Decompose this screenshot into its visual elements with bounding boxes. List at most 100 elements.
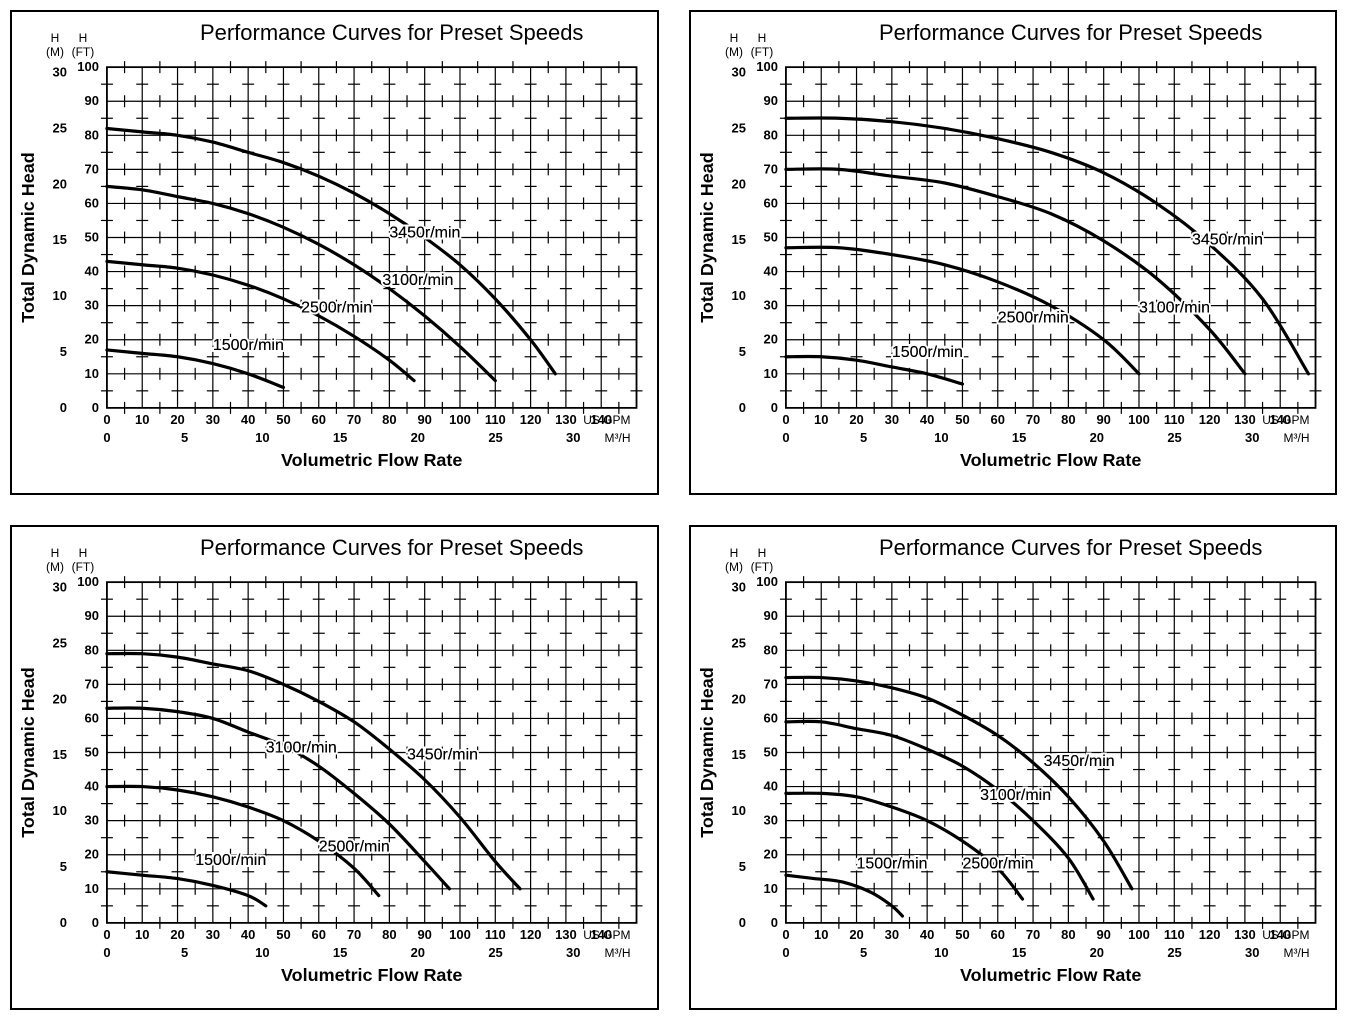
x-tick-gpm: 10 xyxy=(814,927,828,942)
x-tick-m3h: 20 xyxy=(411,945,425,960)
y-tick-ft: 70 xyxy=(84,676,98,691)
y-tick-m: 5 xyxy=(738,344,745,359)
panel-top-left: Performance Curves for Preset SpeedsHH(M… xyxy=(10,10,659,495)
series-label: 3100r/min xyxy=(382,272,453,289)
x-tick-gpm: 80 xyxy=(1061,412,1075,427)
y-tick-m: 5 xyxy=(738,859,745,874)
y-tick-ft: 20 xyxy=(84,332,98,347)
x-tick-gpm: 90 xyxy=(1096,412,1110,427)
x-unit-m3h-label: M³/H xyxy=(1283,431,1309,445)
y-tick-m: 0 xyxy=(738,915,745,930)
x-tick-gpm: 20 xyxy=(170,927,184,942)
y-tick-ft: 10 xyxy=(84,881,98,896)
x-tick-m3h: 0 xyxy=(103,430,110,445)
y-tick-ft: 0 xyxy=(92,400,99,415)
y-sub-m: (M) xyxy=(46,560,64,574)
x-tick-m3h: 10 xyxy=(934,945,948,960)
series-label: 1500r/min xyxy=(195,852,266,869)
y-tick-m: 30 xyxy=(53,580,67,595)
y-tick-ft: 60 xyxy=(84,710,98,725)
x-tick-m3h: 30 xyxy=(1245,945,1259,960)
x-tick-gpm: 30 xyxy=(884,927,898,942)
x-axis-label: Volumetric Flow Rate xyxy=(960,965,1141,985)
y-tick-ft: 80 xyxy=(763,127,777,142)
x-tick-gpm: 80 xyxy=(1061,927,1075,942)
y-tick-ft: 50 xyxy=(84,230,98,245)
x-tick-m3h: 15 xyxy=(333,945,347,960)
x-tick-gpm: 30 xyxy=(884,412,898,427)
curve-3450 xyxy=(785,677,1131,889)
x-tick-m3h: 15 xyxy=(333,430,347,445)
x-tick-m3h: 30 xyxy=(1245,430,1259,445)
panel-bottom-right: Performance Curves for Preset SpeedsHH(M… xyxy=(689,525,1338,1010)
x-tick-gpm: 60 xyxy=(990,927,1004,942)
x-tick-gpm: 0 xyxy=(103,927,110,942)
y-tick-m: 30 xyxy=(731,65,745,80)
x-tick-gpm: 120 xyxy=(520,927,542,942)
panel-bottom-left: Performance Curves for Preset SpeedsHH(M… xyxy=(10,525,659,1010)
x-tick-m3h: 5 xyxy=(860,430,867,445)
x-tick-gpm: 100 xyxy=(449,412,471,427)
x-tick-gpm: 110 xyxy=(1163,412,1184,427)
x-tick-gpm: 60 xyxy=(312,927,326,942)
y-tick-ft: 30 xyxy=(763,298,777,313)
x-tick-gpm: 30 xyxy=(206,927,220,942)
series-label: 3100r/min xyxy=(266,740,337,757)
x-tick-gpm: 100 xyxy=(1128,412,1150,427)
x-tick-gpm: 60 xyxy=(312,412,326,427)
x-tick-m3h: 0 xyxy=(103,945,110,960)
series-label: 1500r/min xyxy=(213,337,284,354)
y-tick-ft: 50 xyxy=(763,745,777,760)
chart-title: Performance Curves for Preset Speeds xyxy=(879,20,1262,45)
y-tick-ft: 0 xyxy=(770,400,777,415)
y-tick-m: 25 xyxy=(731,120,745,135)
y-tick-ft: 40 xyxy=(84,779,98,794)
x-tick-gpm: 70 xyxy=(347,927,361,942)
y-axis-label: Total Dynamic Head xyxy=(696,152,716,322)
x-tick-m3h: 20 xyxy=(411,430,425,445)
y-tick-ft: 0 xyxy=(770,915,777,930)
y-tick-m: 20 xyxy=(731,176,745,191)
series-label: 3100r/min xyxy=(1138,299,1209,316)
series-label: 3100r/min xyxy=(980,787,1051,804)
y-tick-ft: 30 xyxy=(84,298,98,313)
x-tick-gpm: 130 xyxy=(555,412,577,427)
y-axis-label: Total Dynamic Head xyxy=(18,152,38,322)
x-tick-m3h: 25 xyxy=(1167,430,1181,445)
x-tick-gpm: 10 xyxy=(135,927,149,942)
x-tick-gpm: 130 xyxy=(555,927,577,942)
y-header-m: H xyxy=(729,31,738,45)
x-unit-gpm-label: US GPM xyxy=(583,928,630,942)
x-tick-m3h: 0 xyxy=(782,945,789,960)
y-tick-m: 0 xyxy=(738,400,745,415)
x-tick-gpm: 40 xyxy=(241,412,255,427)
x-tick-gpm: 30 xyxy=(206,412,220,427)
x-tick-gpm: 0 xyxy=(782,927,789,942)
x-unit-gpm-label: US GPM xyxy=(583,413,630,427)
y-tick-m: 15 xyxy=(731,232,745,247)
x-unit-gpm-label: US GPM xyxy=(1262,413,1309,427)
curve-3450 xyxy=(107,653,520,888)
x-unit-m3h-label: M³/H xyxy=(605,946,631,960)
y-tick-ft: 20 xyxy=(763,332,777,347)
y-tick-m: 20 xyxy=(731,691,745,706)
x-tick-gpm: 90 xyxy=(417,927,431,942)
x-unit-gpm-label: US GPM xyxy=(1262,928,1309,942)
x-tick-gpm: 90 xyxy=(417,412,431,427)
x-tick-gpm: 110 xyxy=(1163,927,1184,942)
x-axis-label: Volumetric Flow Rate xyxy=(960,450,1141,470)
x-tick-gpm: 110 xyxy=(485,927,506,942)
x-tick-gpm: 90 xyxy=(1096,927,1110,942)
y-tick-ft: 60 xyxy=(763,195,777,210)
y-tick-m: 5 xyxy=(60,859,67,874)
x-tick-gpm: 10 xyxy=(135,412,149,427)
y-tick-ft: 80 xyxy=(84,642,98,657)
panel-top-right: Performance Curves for Preset SpeedsHH(M… xyxy=(689,10,1338,495)
series-label: 2500r/min xyxy=(319,838,390,855)
series-label: 2500r/min xyxy=(962,855,1033,872)
y-sub-m: (M) xyxy=(724,45,742,59)
x-tick-gpm: 20 xyxy=(849,412,863,427)
y-tick-ft: 70 xyxy=(763,676,777,691)
y-sub-ft: (FT) xyxy=(72,560,95,574)
y-sub-m: (M) xyxy=(46,45,64,59)
